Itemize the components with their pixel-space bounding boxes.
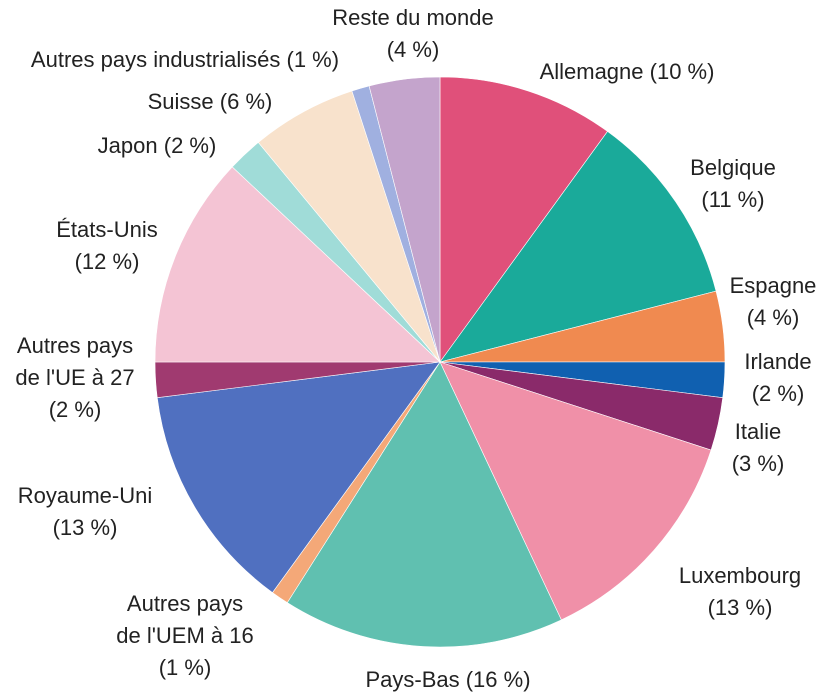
slice-label: Pays-Bas (16 %) [338, 664, 558, 696]
category-label: Royaume-Uni [17, 483, 153, 508]
value-label: (4 %) [746, 305, 800, 330]
value-label: (12 %) [74, 249, 140, 274]
pie-slice [286, 361, 562, 648]
category-label: Italie [734, 419, 782, 444]
category-label: Autres pays de l'UEM à 16 [116, 591, 254, 648]
slice-label: Espagne (4 %) [718, 270, 822, 334]
value-label: (2 %) [163, 133, 217, 158]
category-label: Allemagne [539, 59, 644, 84]
value-label: (3 %) [731, 451, 785, 476]
value-label: (13 %) [52, 515, 118, 540]
value-label: (1 %) [158, 655, 212, 680]
slice-label: Royaume-Uni (13 %) [0, 480, 170, 544]
value-label: (10 %) [649, 59, 715, 84]
value-label: (4 %) [386, 37, 440, 62]
value-label: (13 %) [707, 595, 773, 620]
slice-label: Belgique (11 %) [673, 152, 793, 216]
value-label: (2 %) [751, 381, 805, 406]
pie-slice [368, 76, 441, 363]
slice-label: Suisse (6 %) [130, 86, 290, 118]
category-label: Suisse [147, 89, 214, 114]
slice-label: Autres pays de l'UE à 27 (2 %) [0, 330, 150, 426]
slice-label: Irlande (2 %) [723, 346, 822, 410]
value-label: (2 %) [48, 397, 102, 422]
value-label: (1 %) [286, 47, 340, 72]
category-label: Espagne [729, 273, 817, 298]
slice-label: Autres pays de l'UEM à 16 (1 %) [100, 588, 270, 684]
slice-label: Reste du monde (4 %) [323, 2, 503, 66]
pie-slice [439, 76, 608, 363]
category-label: Autres pays industrialisés [30, 47, 281, 72]
value-label: (11 %) [701, 187, 765, 212]
category-label: Reste du monde [332, 5, 494, 30]
pie-slice [439, 361, 712, 621]
slice-label: Japon (2 %) [87, 130, 227, 162]
category-label: Belgique [690, 155, 776, 180]
pie-slice [156, 361, 441, 593]
slice-label: Italie (3 %) [703, 416, 813, 480]
slice-label: Autres pays industrialisés (1 %) [5, 44, 365, 76]
category-label: Japon [97, 133, 158, 158]
category-label: Pays-Bas [365, 667, 460, 692]
pie-slice [154, 166, 441, 363]
pie-slice [439, 131, 717, 363]
value-label: (6 %) [219, 89, 273, 114]
slice-label: Allemagne (10 %) [497, 56, 757, 88]
value-label: (16 %) [465, 667, 531, 692]
category-label: Luxembourg [678, 563, 802, 588]
slice-label: États-Unis (12 %) [37, 214, 177, 278]
category-label: Irlande [744, 349, 812, 374]
category-label: États-Unis [56, 217, 158, 242]
slice-label: Luxembourg (13 %) [665, 560, 815, 624]
category-label: Autres pays de l'UE à 27 [15, 333, 135, 390]
